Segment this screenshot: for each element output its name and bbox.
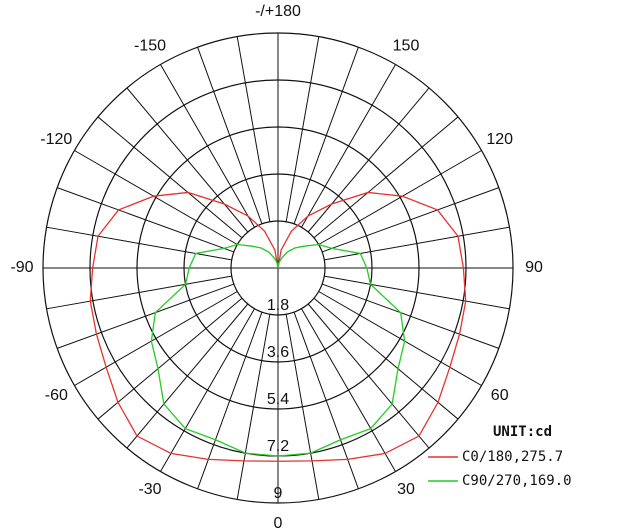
ring-grid-line [136, 126, 420, 410]
ring-grid-line [183, 173, 373, 363]
angle-tick-label: 30 [397, 481, 415, 498]
ring-grid-line [230, 220, 326, 316]
legend-label: C0/180,275.7 [462, 449, 563, 465]
angle-tick-label: -120 [40, 131, 72, 148]
angle-tick-label: -90 [10, 259, 33, 276]
legend-label: C90/270,169.0 [462, 473, 572, 489]
series-line [89, 191, 467, 462]
unit-label: UNIT:cd [493, 424, 552, 440]
angle-tick-label: 90 [525, 259, 543, 276]
r-tick-label: 3.6 [267, 344, 289, 361]
ring-grid-line [42, 32, 514, 504]
angle-tick-label: -60 [45, 387, 68, 404]
angle-tick-label: 120 [486, 131, 513, 148]
series-line [150, 243, 406, 457]
angle-tick-label: 60 [491, 387, 509, 404]
angle-tick-label: -150 [134, 38, 166, 55]
angle-tick-label: -/+180 [255, 3, 301, 20]
angle-tick-label: 150 [393, 38, 420, 55]
angle-tick-label: -30 [138, 481, 161, 498]
r-tick-label: 7.2 [267, 438, 289, 455]
r-tick-label: 1.8 [267, 297, 289, 314]
angle-tick-label: 0 [274, 515, 283, 531]
r-tick-label: 9 [274, 485, 283, 502]
r-tick-label: 5.4 [267, 391, 289, 408]
